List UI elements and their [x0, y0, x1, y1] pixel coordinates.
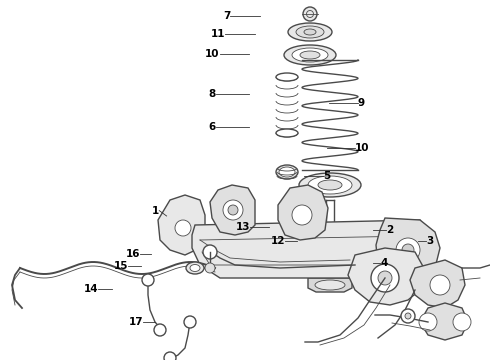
Text: 8: 8 [208, 89, 216, 99]
Text: 1: 1 [152, 206, 159, 216]
Polygon shape [410, 260, 465, 308]
Circle shape [402, 244, 414, 256]
Ellipse shape [288, 23, 332, 41]
Text: 11: 11 [211, 29, 225, 39]
Circle shape [205, 263, 215, 273]
Ellipse shape [284, 45, 336, 65]
Polygon shape [278, 185, 328, 240]
Circle shape [184, 316, 196, 328]
Ellipse shape [308, 176, 352, 194]
Text: 7: 7 [223, 11, 230, 21]
Text: 14: 14 [83, 284, 98, 294]
Polygon shape [210, 185, 255, 235]
Ellipse shape [276, 165, 298, 179]
Text: 2: 2 [386, 225, 393, 235]
Polygon shape [192, 220, 430, 278]
Polygon shape [348, 248, 425, 305]
Text: 10: 10 [205, 49, 220, 59]
Text: 15: 15 [114, 261, 128, 271]
Ellipse shape [318, 180, 342, 190]
Circle shape [203, 245, 217, 259]
Polygon shape [312, 235, 348, 278]
Text: 12: 12 [270, 236, 285, 246]
Circle shape [371, 264, 399, 292]
Polygon shape [308, 278, 352, 292]
Ellipse shape [299, 173, 361, 197]
Text: 16: 16 [125, 249, 140, 259]
Ellipse shape [186, 262, 204, 274]
Circle shape [453, 313, 471, 331]
Circle shape [378, 271, 392, 285]
Circle shape [142, 274, 154, 286]
Circle shape [419, 313, 437, 331]
Text: 9: 9 [358, 98, 365, 108]
Circle shape [292, 205, 312, 225]
Circle shape [154, 324, 166, 336]
Ellipse shape [279, 167, 295, 177]
Ellipse shape [315, 280, 345, 290]
Circle shape [401, 309, 415, 323]
Circle shape [405, 313, 411, 319]
Ellipse shape [276, 129, 298, 137]
Text: 3: 3 [426, 236, 434, 246]
Ellipse shape [276, 73, 298, 81]
Circle shape [307, 10, 314, 18]
Text: 5: 5 [323, 171, 331, 181]
Polygon shape [376, 218, 440, 282]
Polygon shape [420, 303, 468, 340]
Circle shape [175, 220, 191, 236]
Circle shape [303, 7, 317, 21]
Ellipse shape [190, 265, 200, 271]
Ellipse shape [300, 51, 320, 59]
Ellipse shape [304, 29, 316, 35]
Text: 6: 6 [208, 122, 216, 132]
Text: 10: 10 [355, 143, 370, 153]
Circle shape [223, 200, 243, 220]
Circle shape [228, 205, 238, 215]
Ellipse shape [296, 26, 324, 38]
Ellipse shape [292, 48, 328, 62]
Polygon shape [158, 195, 205, 255]
Circle shape [164, 352, 176, 360]
Text: 13: 13 [235, 222, 250, 232]
Text: 4: 4 [380, 258, 388, 268]
Circle shape [430, 275, 450, 295]
Circle shape [396, 238, 420, 262]
Ellipse shape [316, 230, 344, 240]
Text: 17: 17 [128, 317, 143, 327]
